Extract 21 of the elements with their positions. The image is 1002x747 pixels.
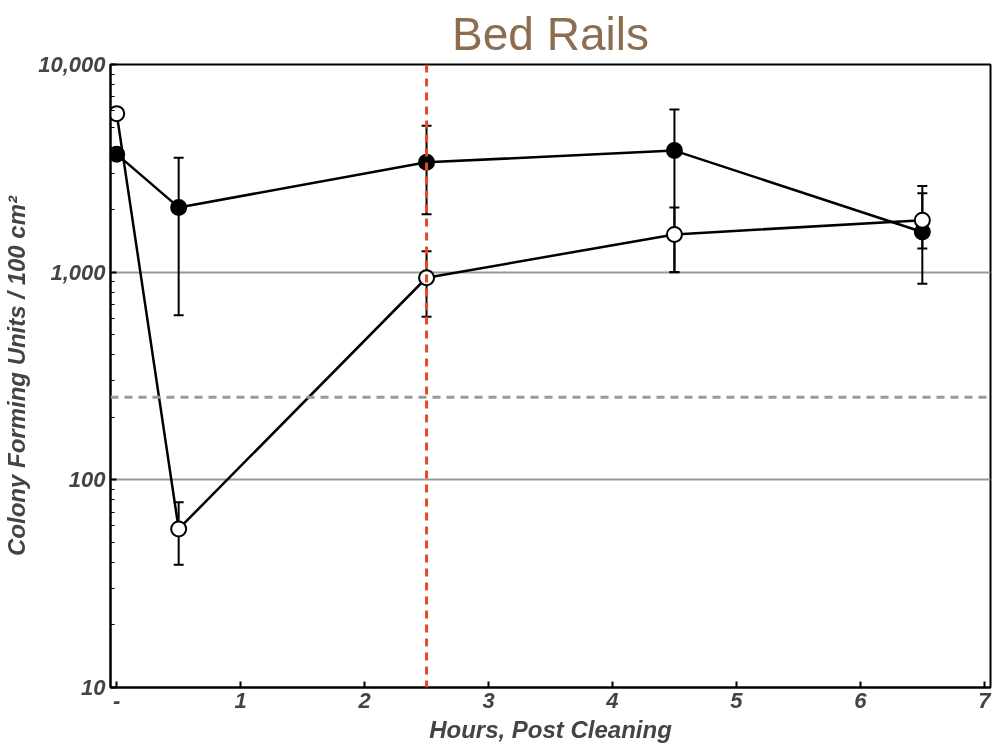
x-tick-label: 1 bbox=[234, 687, 247, 713]
y-tick-label: 1,000 bbox=[50, 259, 107, 285]
point bbox=[913, 211, 931, 229]
x-tick-label: 5 bbox=[730, 687, 744, 713]
x-tick-label: 7 bbox=[978, 687, 993, 713]
x-tick-label: 2 bbox=[357, 687, 372, 713]
x-tick-label: 6 bbox=[854, 687, 868, 713]
point bbox=[665, 142, 683, 160]
x-tick-label: 4 bbox=[605, 687, 619, 713]
chart-title: Bed Rails bbox=[452, 7, 649, 60]
point bbox=[110, 105, 126, 123]
point bbox=[170, 520, 188, 538]
y-axis-title: Colony Forming Units / 100 cm² bbox=[3, 194, 31, 557]
point bbox=[170, 198, 188, 216]
x-tick-label: 3 bbox=[482, 687, 495, 713]
y-tick-label: 100 bbox=[68, 467, 107, 493]
y-tick-label: 10 bbox=[81, 675, 107, 700]
x-tick-label: - bbox=[113, 687, 121, 713]
point bbox=[665, 225, 683, 243]
y-tick-label: 10,000 bbox=[38, 52, 107, 77]
x-axis-title: Hours, Post Cleaning bbox=[429, 715, 673, 743]
